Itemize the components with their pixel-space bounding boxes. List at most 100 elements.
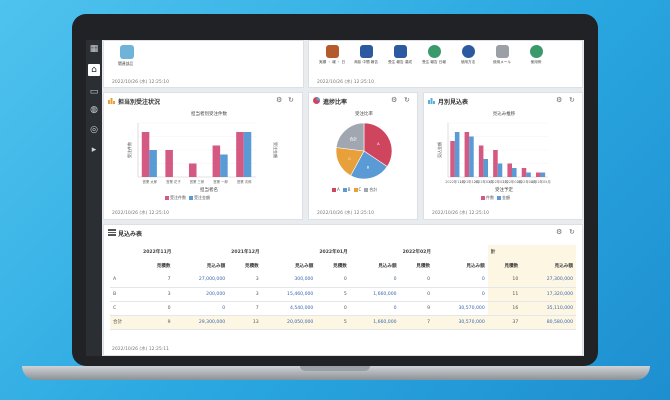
laptop-notch [300,366,370,371]
table-cell[interactable]: 27,000,000 [173,273,229,288]
period-header: 2022年11月 [143,250,172,255]
table-cell[interactable]: 0 [399,273,434,288]
toolbar-button[interactable]: 受注 報告 達成 [387,45,413,65]
table-cell[interactable]: 10 [487,273,522,288]
table-cell[interactable]: 0 [173,301,229,316]
x-tick-label: 2022年03月 [502,179,522,184]
table-cell[interactable]: 9 [140,315,174,330]
play-icon[interactable]: ▸ [91,145,97,155]
table-cell[interactable]: 0 [349,301,400,316]
table-cell[interactable]: 0 [433,287,488,302]
table-cell[interactable]: 3 [140,287,174,302]
table-cell[interactable]: 13 [228,315,262,330]
toolbar-button[interactable]: 商談 中間 報告 [353,45,379,65]
toolbar-label: 使用方法 [460,60,476,64]
slice-label: B [367,164,370,169]
globe-icon[interactable]: ◎ [90,125,98,135]
sub-header: 見込み額 [521,259,576,273]
table-cell[interactable]: 3 [228,273,262,288]
row-label: A [110,273,140,288]
settings-icon[interactable]: ⚙ [276,96,283,104]
refresh-icon[interactable]: ↻ [569,228,575,236]
toolbar-button[interactable]: 使用メール [489,45,515,65]
legend-item: 合計 [369,187,378,192]
bar [454,132,460,177]
table-cell[interactable]: 0 [316,273,350,288]
table-cell[interactable]: 9 [399,301,434,316]
table-cell[interactable]: 0 [349,273,400,288]
table-cell[interactable]: 16 [487,301,522,316]
toolbar-label: 受注 報告 日報 [422,60,446,64]
legend-item: 件数 [486,195,494,200]
parts-label: 関連部品 [118,61,134,66]
table-cell[interactable]: 35,110,000 [521,301,576,316]
toolbar-label: 受注 報告 達成 [388,60,412,64]
mail-icon [495,45,509,58]
toolbar-button[interactable]: 使用方法 [455,45,481,65]
table-cell[interactable]: 0 [433,273,488,288]
bar [521,168,527,177]
bar [507,163,512,177]
table-cell[interactable]: 27,300,000 [521,273,576,288]
list-icon [529,45,543,58]
settings-icon[interactable]: ⚙ [556,228,563,236]
table-cell[interactable]: 4,540,000 [261,301,317,316]
toolbar-button[interactable]: 使用例 [523,45,549,65]
pie-slice [363,122,393,168]
table-cell[interactable]: 300,000 [261,273,317,288]
table-cell[interactable]: 0 [140,301,174,316]
list-icon [108,229,116,236]
timestamp: 2022/10/26 (水) 12:25:10 [317,211,375,216]
table-cell[interactable]: 37 [487,315,522,330]
table-cell[interactable]: 30,570,000 [433,315,488,330]
table-cell[interactable]: 3 [228,287,262,302]
table-cell[interactable]: 200,000 [173,287,229,302]
x-tick-label: 営業 花子 [166,179,181,184]
table-cell[interactable]: 15,460,000 [261,287,317,302]
table-cell[interactable]: 20,050,000 [261,315,317,330]
toolbar-button[interactable]: 受注 報告 日報 [421,45,447,65]
bar [469,136,474,177]
settings-icon[interactable]: ⚙ [391,96,398,104]
table-cell[interactable]: 5 [316,287,350,302]
refresh-icon[interactable]: ↻ [404,96,410,104]
table-cell[interactable]: 1,660,000 [349,315,400,330]
refresh-icon[interactable]: ↻ [569,96,575,104]
table-cell[interactable]: 1,660,000 [349,287,400,302]
table-row: C 0 0 7 4,540,000 0 0 9 30,570,000 16 35,110,000 [110,301,576,316]
related-parts-panel: 関連部品 2022/10/26 (水) 12:25:10 [103,40,304,88]
parts-icon[interactable] [120,45,134,59]
table-cell[interactable]: 5 [316,315,350,330]
forecast-table-panel: 見込み表 ⚙ ↻ 2022年11月 2021年12月 2022年01月 2022年02… [103,224,583,356]
bar [450,141,455,177]
table-cell[interactable]: 80,580,000 [521,315,576,330]
table-cell[interactable]: 30,570,000 [433,301,488,316]
toolbar-button[interactable]: 実績 ・ 報 ・ 日 [319,45,345,65]
panel-title: 見込み表 [118,231,143,238]
table-cell[interactable]: 17,320,000 [521,287,576,302]
chat-icon[interactable]: ◍ [90,105,98,115]
refresh-icon[interactable]: ↻ [288,96,294,104]
table-cell[interactable]: 29,300,000 [173,315,229,330]
settings-icon[interactable]: ⚙ [556,96,563,104]
sub-header: 見積数 [416,264,431,269]
sub-header: 見積数 [487,259,522,273]
table-cell[interactable]: 0 [316,301,350,316]
bar [526,172,531,177]
table-cell[interactable]: 7 [228,301,262,316]
briefcase-icon [325,45,339,58]
bar [483,159,488,177]
table-cell[interactable]: 7 [399,315,434,330]
period-header-row: 2022年11月 2021年12月 2022年01月 2022年02月 計 [110,245,576,259]
table-cell[interactable]: 7 [140,273,174,288]
bar [536,172,541,177]
apps-grid-icon[interactable]: ▦ [89,44,99,54]
table-cell[interactable]: 0 [399,287,434,302]
bar [497,163,503,177]
pie-chart-icon [313,97,320,104]
x-tick-label: 2021年12月 [460,179,480,184]
x-tick-label: 2022年02月 [488,179,508,184]
table-cell[interactable]: 11 [487,287,522,302]
home-icon[interactable]: ⌂ [88,64,100,76]
monitor-icon[interactable]: ▭ [89,87,99,97]
